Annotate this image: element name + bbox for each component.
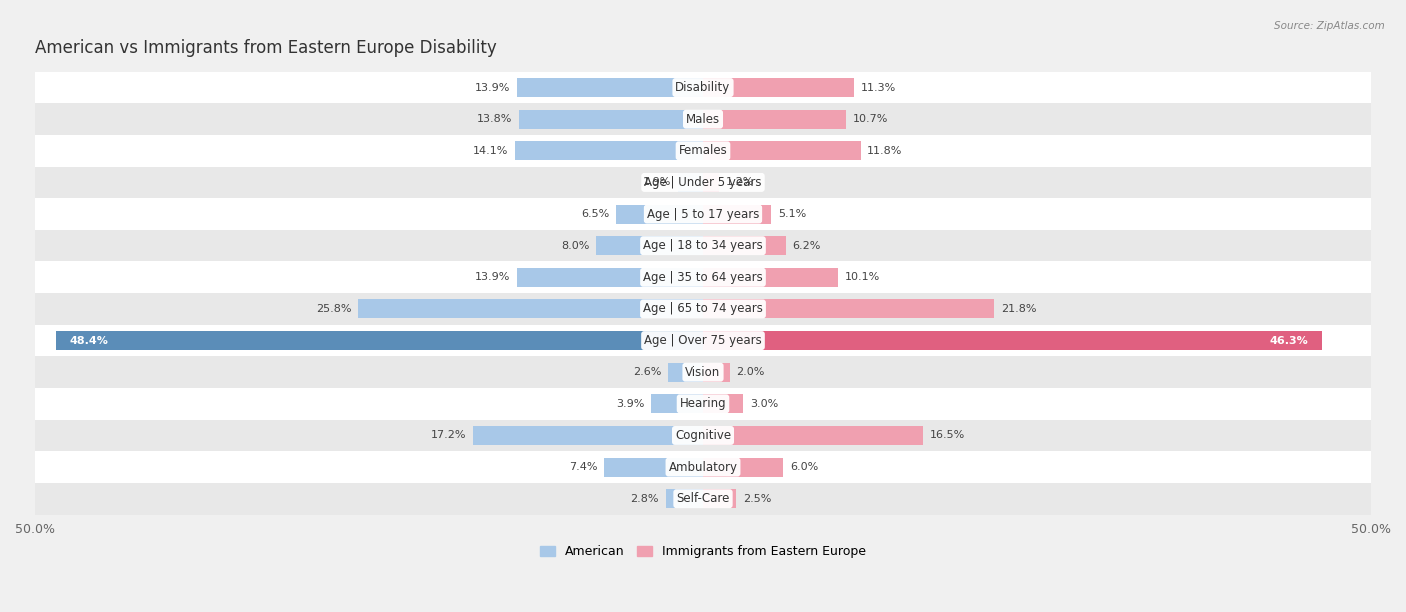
Text: Source: ZipAtlas.com: Source: ZipAtlas.com xyxy=(1274,21,1385,31)
Bar xyxy=(596,236,703,255)
Bar xyxy=(35,135,1371,166)
Text: 16.5%: 16.5% xyxy=(931,430,966,441)
Text: Self-Care: Self-Care xyxy=(676,492,730,505)
Bar xyxy=(35,388,1371,420)
Bar xyxy=(474,426,703,445)
Text: 6.0%: 6.0% xyxy=(790,462,818,472)
Bar xyxy=(517,78,703,97)
Text: Disability: Disability xyxy=(675,81,731,94)
Bar xyxy=(703,489,737,508)
Bar xyxy=(56,331,703,350)
Bar xyxy=(35,420,1371,451)
Bar xyxy=(35,451,1371,483)
Text: 8.0%: 8.0% xyxy=(561,241,589,251)
Bar xyxy=(35,325,1371,356)
Text: Age | 65 to 74 years: Age | 65 to 74 years xyxy=(643,302,763,315)
Bar xyxy=(359,299,703,318)
Bar xyxy=(35,261,1371,293)
Bar xyxy=(605,458,703,477)
Bar xyxy=(515,141,703,160)
Bar xyxy=(703,268,838,287)
Text: 13.9%: 13.9% xyxy=(475,272,510,282)
Bar xyxy=(35,483,1371,515)
Bar xyxy=(703,363,730,382)
Bar xyxy=(703,110,846,129)
Bar xyxy=(35,103,1371,135)
Text: Vision: Vision xyxy=(685,366,721,379)
Text: 48.4%: 48.4% xyxy=(70,335,108,346)
Text: Cognitive: Cognitive xyxy=(675,429,731,442)
Text: Ambulatory: Ambulatory xyxy=(668,461,738,474)
Text: Males: Males xyxy=(686,113,720,125)
Text: 2.8%: 2.8% xyxy=(630,494,659,504)
Text: 1.9%: 1.9% xyxy=(643,177,671,187)
Text: Age | Over 75 years: Age | Over 75 years xyxy=(644,334,762,347)
Bar xyxy=(665,489,703,508)
Bar xyxy=(35,293,1371,325)
Bar xyxy=(35,356,1371,388)
Bar xyxy=(703,426,924,445)
Text: 11.8%: 11.8% xyxy=(868,146,903,156)
Bar xyxy=(668,363,703,382)
Text: 6.2%: 6.2% xyxy=(793,241,821,251)
Bar xyxy=(35,198,1371,230)
Text: 13.8%: 13.8% xyxy=(477,114,512,124)
Text: 46.3%: 46.3% xyxy=(1270,335,1308,346)
Text: 5.1%: 5.1% xyxy=(778,209,806,219)
Text: 3.9%: 3.9% xyxy=(616,399,644,409)
Text: Age | 5 to 17 years: Age | 5 to 17 years xyxy=(647,207,759,220)
Bar xyxy=(517,268,703,287)
Bar xyxy=(678,173,703,192)
Text: 1.2%: 1.2% xyxy=(725,177,754,187)
Bar xyxy=(703,173,718,192)
Text: Age | Under 5 years: Age | Under 5 years xyxy=(644,176,762,189)
Bar xyxy=(703,331,1322,350)
Text: 7.4%: 7.4% xyxy=(569,462,598,472)
Bar xyxy=(651,394,703,413)
Bar xyxy=(703,236,786,255)
Bar xyxy=(703,78,853,97)
Text: 3.0%: 3.0% xyxy=(749,399,778,409)
Text: 10.7%: 10.7% xyxy=(852,114,889,124)
Text: Age | 18 to 34 years: Age | 18 to 34 years xyxy=(643,239,763,252)
Text: 2.0%: 2.0% xyxy=(737,367,765,377)
Text: Age | 35 to 64 years: Age | 35 to 64 years xyxy=(643,271,763,284)
Text: American vs Immigrants from Eastern Europe Disability: American vs Immigrants from Eastern Euro… xyxy=(35,40,496,58)
Bar xyxy=(703,394,744,413)
Legend: American, Immigrants from Eastern Europe: American, Immigrants from Eastern Europe xyxy=(534,540,872,564)
Text: 10.1%: 10.1% xyxy=(845,272,880,282)
Bar xyxy=(616,204,703,223)
Text: Hearing: Hearing xyxy=(679,397,727,410)
Text: 17.2%: 17.2% xyxy=(432,430,467,441)
Bar xyxy=(35,72,1371,103)
Text: Females: Females xyxy=(679,144,727,157)
Text: 11.3%: 11.3% xyxy=(860,83,896,92)
Text: 2.6%: 2.6% xyxy=(633,367,662,377)
Text: 2.5%: 2.5% xyxy=(744,494,772,504)
Text: 6.5%: 6.5% xyxy=(581,209,609,219)
Text: 14.1%: 14.1% xyxy=(472,146,508,156)
Bar xyxy=(35,230,1371,261)
Bar xyxy=(519,110,703,129)
Bar xyxy=(703,141,860,160)
Bar xyxy=(703,458,783,477)
Bar xyxy=(703,299,994,318)
Bar xyxy=(35,166,1371,198)
Text: 25.8%: 25.8% xyxy=(316,304,352,314)
Text: 21.8%: 21.8% xyxy=(1001,304,1036,314)
Bar xyxy=(703,204,770,223)
Text: 13.9%: 13.9% xyxy=(475,83,510,92)
